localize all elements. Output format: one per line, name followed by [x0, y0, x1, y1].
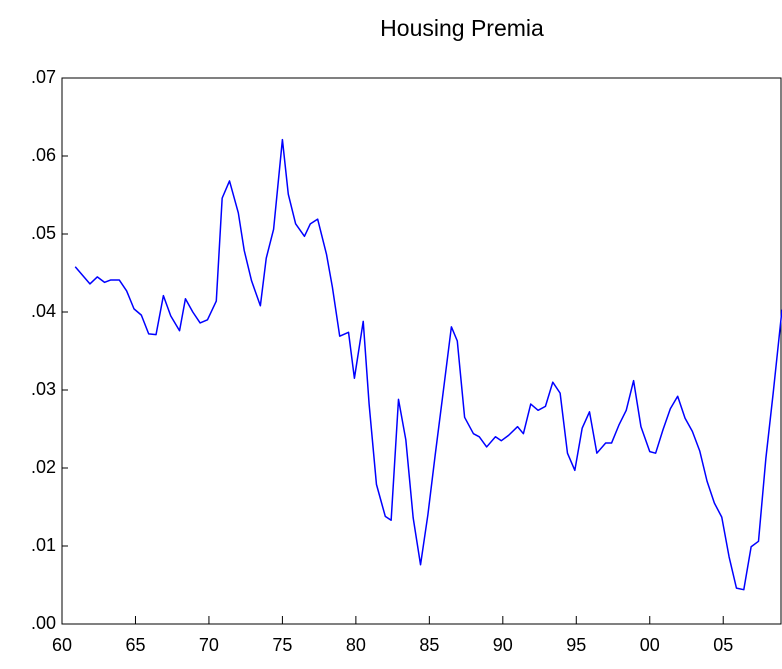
- y-tick-label: .06: [31, 145, 56, 165]
- y-tick-label: .01: [31, 535, 56, 555]
- chart-title: Housing Premia: [380, 15, 544, 41]
- x-tick-label: 00: [640, 635, 660, 655]
- x-tick-label: 65: [125, 635, 145, 655]
- y-tick-label: .07: [31, 67, 56, 87]
- x-tick-label: 05: [713, 635, 733, 655]
- series-line: [74, 138, 782, 591]
- y-tick-label: .02: [31, 457, 56, 477]
- x-tick-label: 95: [566, 635, 586, 655]
- plot-frame: [61, 77, 782, 625]
- x-tick-label: 75: [272, 635, 292, 655]
- y-tick-label: .00: [31, 613, 56, 633]
- y-tick-label: .04: [31, 301, 56, 321]
- y-tick-label: .05: [31, 223, 56, 243]
- x-tick-label: 60: [52, 635, 72, 655]
- y-tick-label: .03: [31, 379, 56, 399]
- x-tick-label: 80: [346, 635, 366, 655]
- x-tick-label: 90: [493, 635, 513, 655]
- x-tick-label: 85: [419, 635, 439, 655]
- x-tick-label: 70: [199, 635, 219, 655]
